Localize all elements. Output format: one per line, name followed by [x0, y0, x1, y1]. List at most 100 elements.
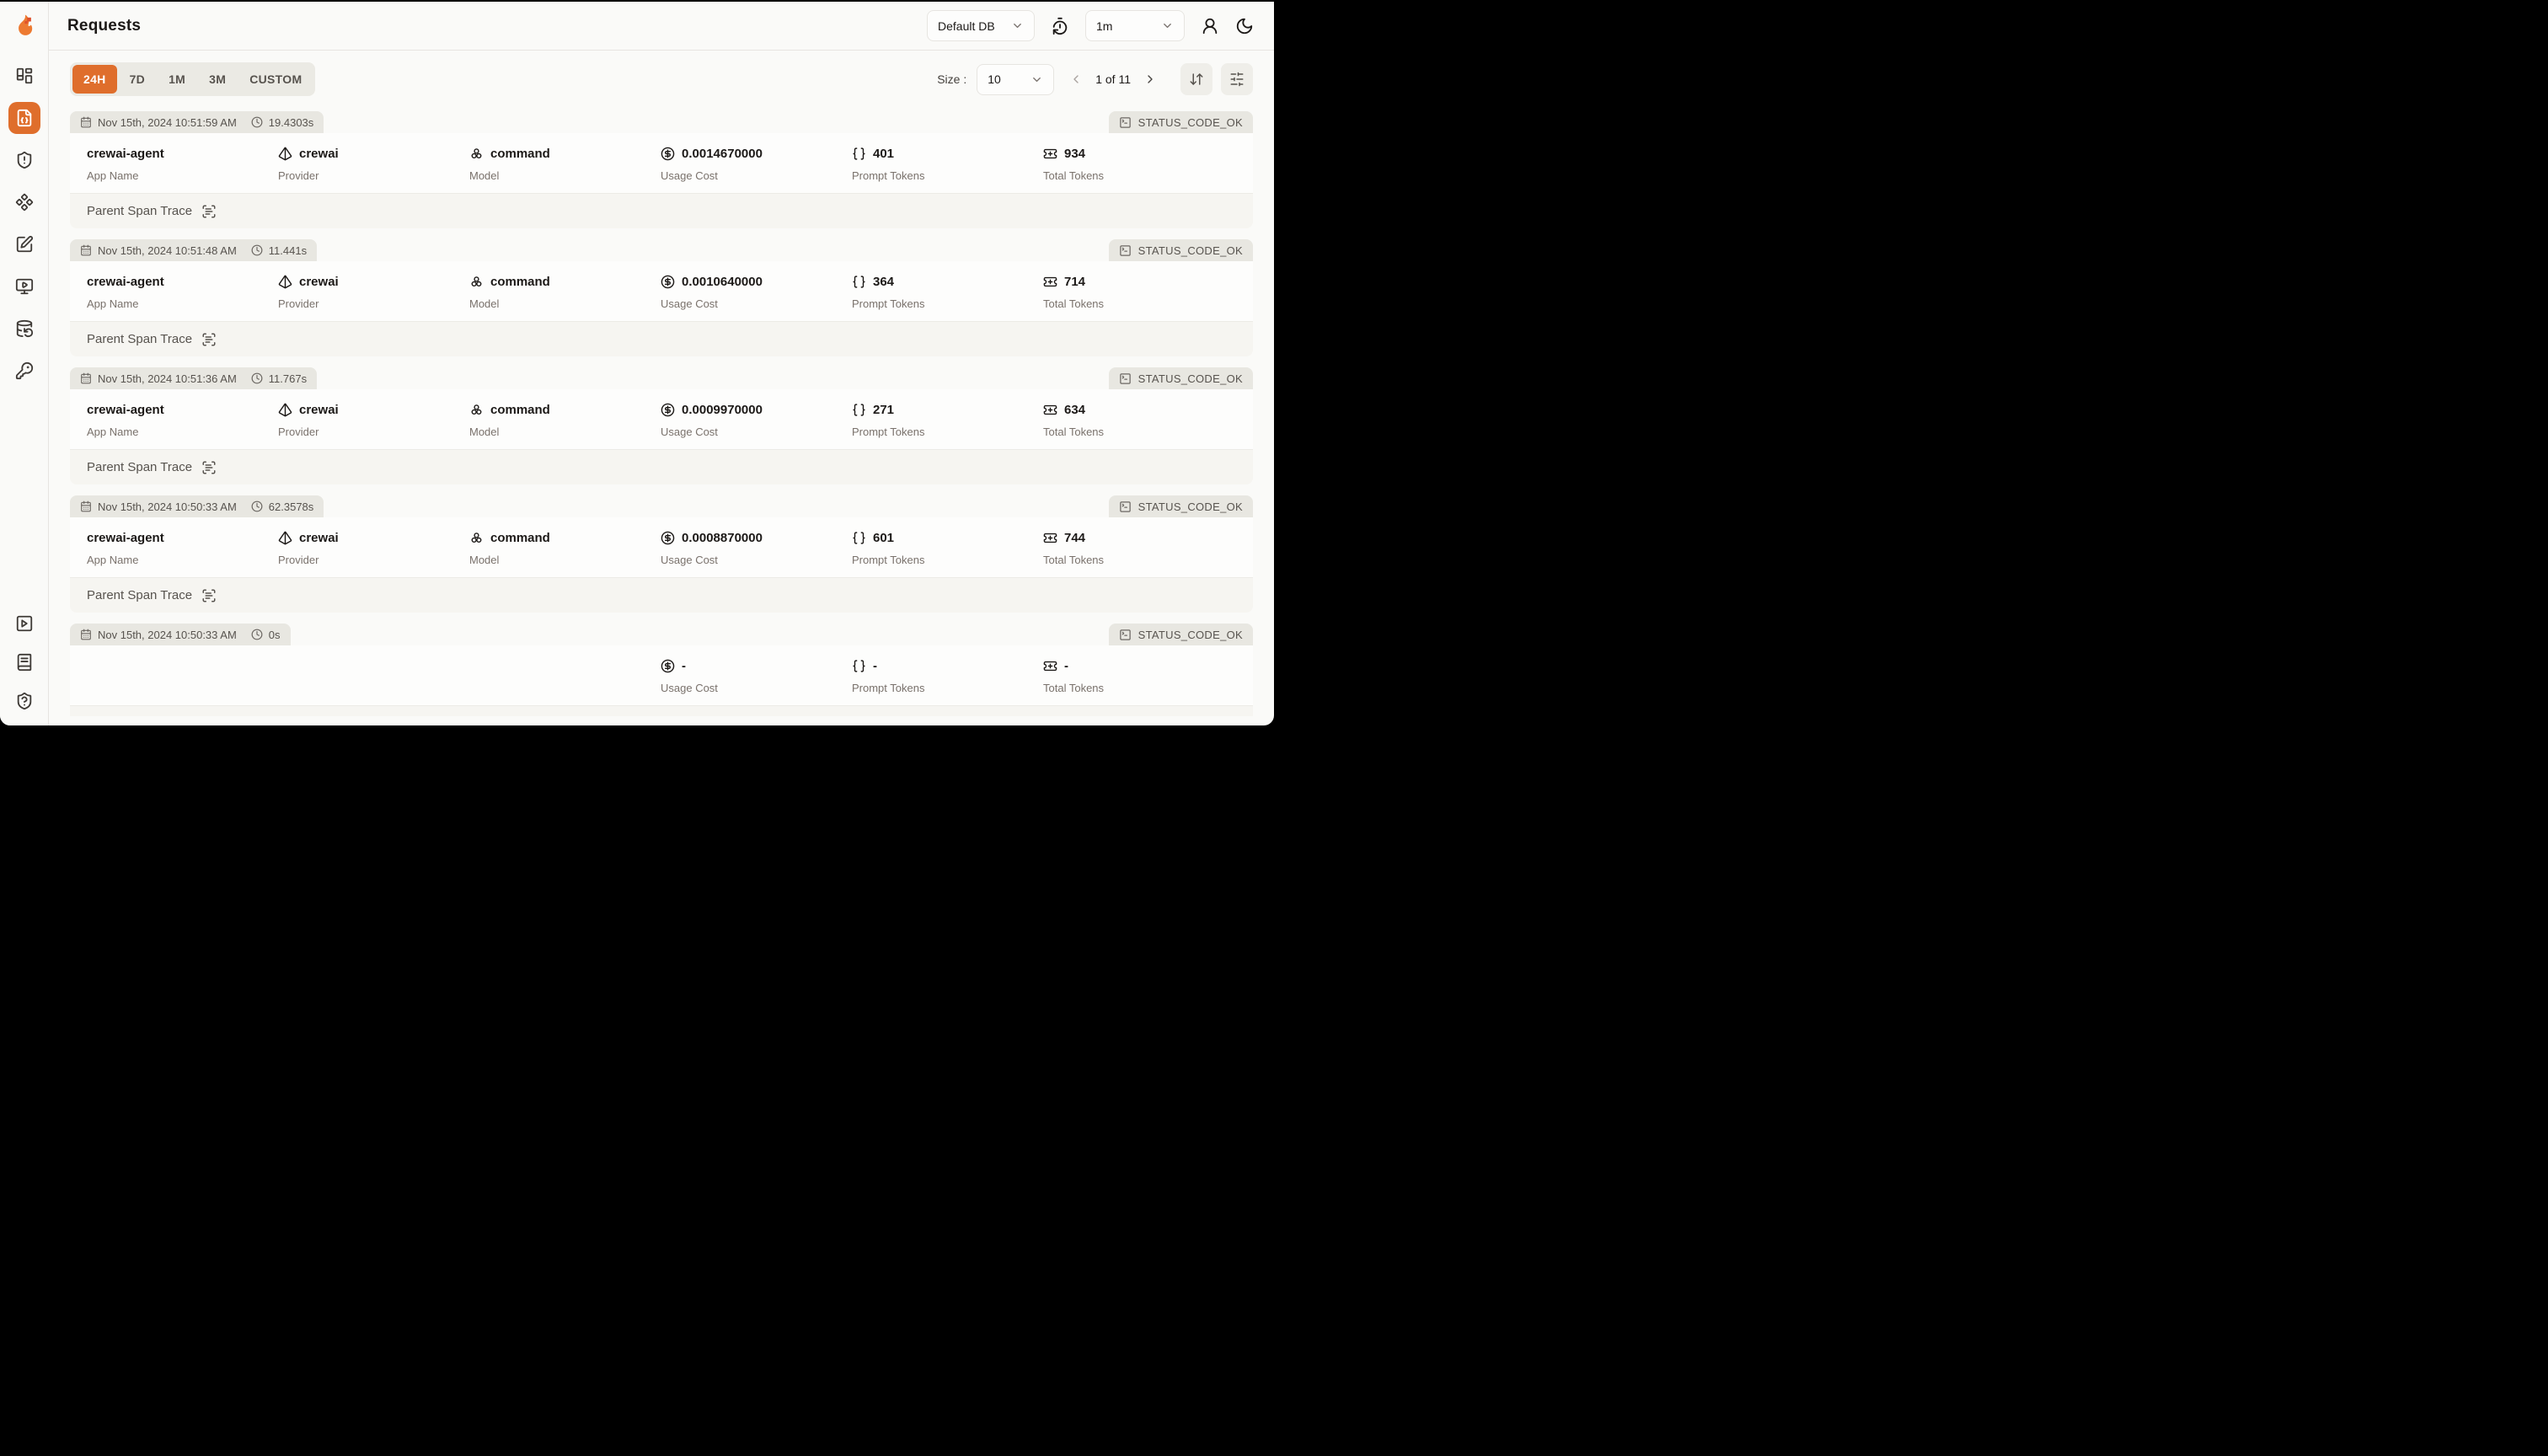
chevron-left-icon[interactable]: [1069, 72, 1083, 86]
monitor-play-icon: [15, 278, 33, 295]
sidebar-item-prompt-hub[interactable]: [8, 186, 40, 218]
timestamp-pill: Nov 15th, 2024 10:50:33 AM 62.3578s: [70, 495, 324, 517]
provider-label: Provider: [278, 554, 319, 566]
parent-span-trace-row[interactable]: Parent Span Trace: [70, 705, 1253, 716]
sidebar-item-playground[interactable]: [8, 270, 40, 302]
sidebar-item-getting-started[interactable]: [10, 609, 39, 638]
ticket-plus-icon: [1043, 148, 1057, 158]
ticket-plus-icon: [1043, 404, 1057, 415]
database-select-value: Default DB: [938, 19, 995, 33]
sidebar-item-dashboard[interactable]: [8, 60, 40, 92]
sidebar-item-support[interactable]: [10, 687, 39, 715]
request-card[interactable]: Nov 15th, 2024 10:50:33 AM 62.3578s STAT…: [70, 495, 1253, 613]
parent-span-label: Parent Span Trace: [87, 204, 193, 218]
moon-icon: [1236, 18, 1253, 34]
chevron-down-icon: [1033, 77, 1041, 82]
card-body[interactable]: - Usage Cost - Prompt Tokens - Total Tok…: [70, 645, 1253, 705]
parent-span-trace-row[interactable]: Parent Span Trace: [70, 449, 1253, 484]
cell-provider: crewai Provider: [278, 401, 469, 439]
toolbar: 24H 7D 1M 3M CUSTOM Size : 10 1 of 11: [70, 62, 1253, 96]
usage-cost-value: -: [682, 658, 686, 673]
status-text: STATUS_CODE_OK: [1138, 372, 1243, 385]
model-icon: [471, 147, 482, 158]
cell-total-tokens: 934 Total Tokens: [1043, 145, 1234, 183]
status-badge: STATUS_CODE_OK: [1108, 367, 1253, 389]
cell-prompt-tokens: - Prompt Tokens: [852, 657, 1043, 695]
braces-icon: [853, 403, 865, 416]
request-card[interactable]: Nov 15th, 2024 10:50:33 AM 0s STATUS_COD…: [70, 624, 1253, 716]
sort-button[interactable]: [1180, 63, 1212, 95]
usage-cost-label: Usage Cost: [661, 297, 718, 310]
cell-usage-cost: 0.0009970000 Usage Cost: [661, 401, 852, 439]
request-date: Nov 15th, 2024 10:50:33 AM: [98, 628, 237, 641]
sidebar-item-documentation[interactable]: [10, 648, 39, 677]
app-window: Requests Default DB 1m: [0, 2, 1274, 725]
refresh-rate-value: 1m: [1096, 19, 1113, 33]
request-card[interactable]: Nov 15th, 2024 10:51:59 AM 19.4303s STAT…: [70, 111, 1253, 228]
database-select[interactable]: Default DB: [927, 10, 1035, 41]
parent-span-trace-row[interactable]: Parent Span Trace: [70, 321, 1253, 356]
app-name-label: App Name: [87, 426, 139, 438]
scan-text-icon[interactable]: [201, 332, 217, 347]
tab-24h[interactable]: 24H: [72, 65, 117, 94]
parent-span-trace-row[interactable]: Parent Span Trace: [70, 577, 1253, 613]
app-name-value: crewai-agent: [87, 402, 164, 417]
sidebar-item-requests[interactable]: [8, 102, 40, 134]
model-icon: [471, 276, 482, 286]
cell-total-tokens: 744 Total Tokens: [1043, 529, 1234, 567]
total-tokens-value: 714: [1064, 274, 1086, 289]
status-text: STATUS_CODE_OK: [1138, 500, 1243, 513]
sidebar-item-exceptions[interactable]: [8, 144, 40, 176]
provider-value: crewai: [299, 146, 339, 161]
user-menu-button[interactable]: [1201, 17, 1219, 35]
prompt-tokens-label: Prompt Tokens: [852, 169, 925, 182]
usage-cost-label: Usage Cost: [661, 169, 718, 182]
cell-prompt-tokens: 401 Prompt Tokens: [852, 145, 1043, 183]
scan-text-icon[interactable]: [201, 588, 217, 603]
total-tokens-label: Total Tokens: [1043, 554, 1105, 566]
parent-span-label: Parent Span Trace: [87, 332, 193, 346]
scan-text-icon[interactable]: [201, 204, 217, 219]
shield-question-icon: [17, 692, 31, 710]
scan-text-icon[interactable]: [201, 716, 217, 717]
page-size-select[interactable]: 10: [977, 63, 1055, 95]
refresh-rate-select[interactable]: 1m: [1085, 10, 1185, 41]
status-badge: STATUS_CODE_OK: [1108, 624, 1253, 645]
calendar-icon: [81, 500, 91, 512]
request-card[interactable]: Nov 15th, 2024 10:51:48 AM 11.441s STATU…: [70, 239, 1253, 356]
tab-3m[interactable]: 3M: [209, 72, 227, 86]
model-value: command: [490, 274, 550, 289]
total-tokens-label: Total Tokens: [1043, 426, 1105, 438]
key-icon: [15, 361, 33, 380]
total-tokens-value: 634: [1064, 402, 1086, 417]
app-name-value: crewai-agent: [87, 274, 164, 289]
sidebar-item-database-config[interactable]: [8, 313, 40, 345]
card-body[interactable]: crewai-agent App Name crewai Provider co…: [70, 261, 1253, 321]
request-card[interactable]: Nov 15th, 2024 10:51:36 AM 11.767s STATU…: [70, 367, 1253, 484]
usage-cost-label: Usage Cost: [661, 554, 718, 566]
tab-7d[interactable]: 7D: [129, 72, 146, 86]
chevron-right-icon[interactable]: [1143, 72, 1157, 86]
filter-button[interactable]: [1221, 63, 1253, 95]
theme-toggle-button[interactable]: [1235, 17, 1254, 35]
cell-total-tokens: 714 Total Tokens: [1043, 273, 1234, 311]
topbar: Requests Default DB 1m: [49, 2, 1274, 51]
parent-span-trace-row[interactable]: Parent Span Trace: [70, 193, 1253, 228]
request-duration: 0s: [268, 628, 281, 641]
sidebar-item-api-keys[interactable]: [8, 355, 40, 387]
clock-icon: [251, 372, 263, 384]
request-duration: 19.4303s: [268, 115, 314, 129]
chevron-down-icon: [1164, 24, 1171, 28]
card-body[interactable]: crewai-agent App Name crewai Provider co…: [70, 133, 1253, 193]
provider-icon: [278, 403, 292, 416]
sidebar-item-vault[interactable]: [8, 228, 40, 260]
openlit-flame-logo[interactable]: [12, 13, 37, 38]
provider-value: crewai: [299, 274, 339, 289]
card-body[interactable]: crewai-agent App Name crewai Provider co…: [70, 389, 1253, 449]
sidebar-footer: [10, 609, 39, 715]
card-body[interactable]: crewai-agent App Name crewai Provider co…: [70, 517, 1253, 577]
tab-1m[interactable]: 1M: [169, 72, 186, 86]
tab-custom[interactable]: CUSTOM: [249, 72, 302, 86]
refresh-timer-button[interactable]: [1051, 17, 1069, 35]
scan-text-icon[interactable]: [201, 460, 217, 475]
